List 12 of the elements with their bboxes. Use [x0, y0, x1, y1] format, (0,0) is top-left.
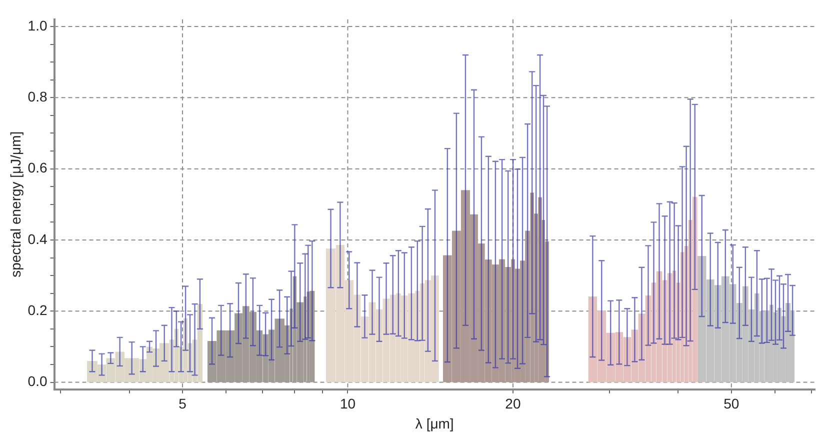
y-tick-label: 0.4 [28, 230, 48, 247]
x-tick-label: 20 [505, 396, 521, 412]
x-tick-label: 5 [178, 396, 187, 412]
y-tick-label: 1.0 [28, 17, 48, 34]
y-axis-title: spectral energy [μJ/μm] [7, 131, 24, 278]
y-tick-label: 0.0 [28, 373, 48, 390]
x-tick-label: 10 [340, 396, 356, 412]
y-tick-label: 0.8 [28, 88, 48, 105]
y-tick-label: 0.2 [28, 302, 48, 318]
x-axis-title: λ [μm] [415, 415, 454, 432]
y-tick-label: 0.6 [28, 160, 48, 176]
x-tick-label: 50 [724, 396, 740, 412]
